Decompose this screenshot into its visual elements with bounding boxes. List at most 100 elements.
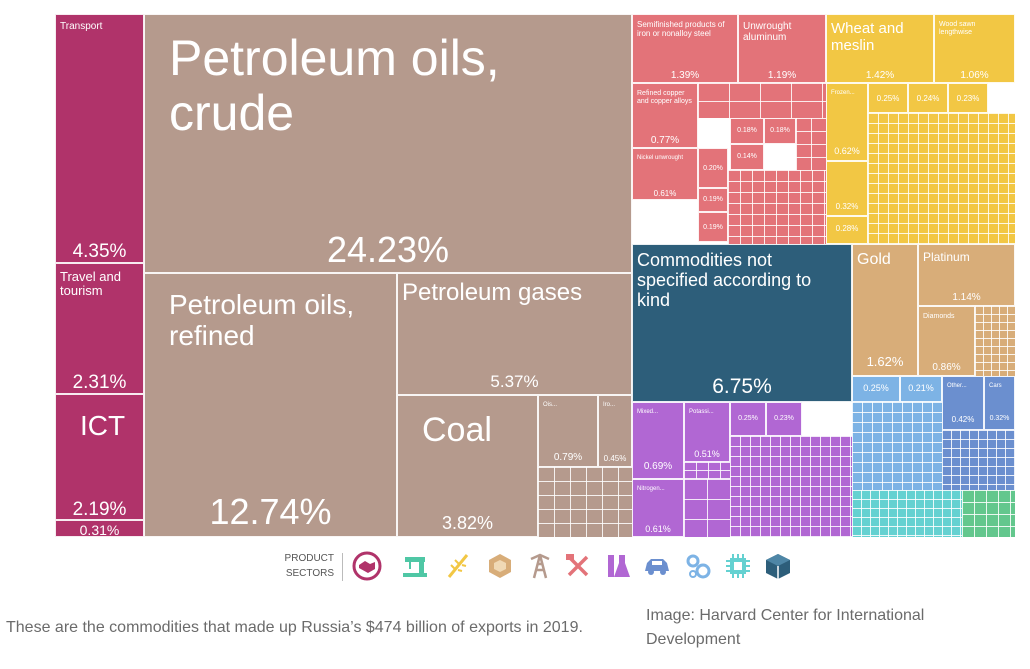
tile-value: 0.25%	[863, 383, 889, 393]
tile-value: 0.42%	[951, 415, 975, 424]
treemap-tile[interactable]: Iro... 0.45%	[598, 395, 632, 467]
stone-icon[interactable]	[485, 551, 515, 581]
tile-value: 0.24%	[916, 94, 940, 103]
treemap-tile[interactable]: Ois... 0.79%	[538, 395, 598, 467]
tile-label: Nickel unwrought	[637, 155, 684, 161]
legend-label-line1: PRODUCT	[284, 553, 334, 564]
treemap-tile[interactable]: 0.20%	[698, 148, 728, 188]
treemap-tile[interactable]: Potassi... 0.51%	[684, 402, 730, 462]
tile-value: 0.61%	[645, 524, 671, 534]
small-tiles-block	[684, 479, 730, 537]
other-icon[interactable]	[763, 551, 793, 581]
treemap-tile[interactable]: Diamonds 0.86%	[918, 306, 975, 376]
tile-label: Semifinished products of iron or nonallo…	[637, 20, 725, 38]
tile-value: 3.82%	[441, 513, 494, 533]
tile-label: Platinum	[923, 250, 970, 264]
tile-label: Mixed...	[637, 409, 659, 415]
tile-value: 0.79%	[553, 452, 583, 463]
tile-value: 0.62%	[834, 146, 860, 156]
treemap-tile[interactable]: Petroleum oils, crude 24.23%	[144, 14, 632, 273]
treemap-tile[interactable]: 0.25%	[868, 83, 908, 113]
tile-label: Coal	[422, 411, 492, 449]
legend-label-line2: SECTORS	[285, 568, 334, 579]
treemap-tile[interactable]: 0.23%	[766, 402, 802, 436]
textiles-icon[interactable]	[400, 551, 430, 581]
tile-value: 0.21%	[908, 383, 934, 393]
treemap-tile[interactable]: Mixed... 0.69%	[632, 402, 684, 479]
tile-label: Cars	[989, 383, 1002, 389]
tile-value: 0.77%	[650, 135, 680, 146]
treemap-tile[interactable]: 0.18%	[730, 118, 764, 144]
tile-value: 1.06%	[960, 70, 989, 81]
agriculture-icon[interactable]	[443, 551, 473, 581]
treemap-tile[interactable]: 0.32%	[826, 161, 868, 216]
small-tiles-block	[684, 462, 730, 479]
tile-value: 1.39%	[670, 70, 700, 81]
treemap-tile[interactable]: Platinum 1.14%	[918, 244, 1015, 306]
treemap-tile[interactable]: 0.28%	[826, 216, 868, 244]
tile-value: 0.51%	[694, 449, 720, 459]
legend-divider	[342, 553, 343, 581]
treemap-tile[interactable]: 0.24%	[908, 83, 948, 113]
treemap-tile[interactable]: Travel and tourism 2.31%	[55, 263, 144, 394]
treemap-tile[interactable]: Wheat and meslin 1.42%	[826, 14, 934, 83]
treemap-tile[interactable]: 0.23%	[948, 83, 988, 113]
tile-value: 0.23%	[774, 415, 794, 422]
treemap-tile[interactable]: Semifinished products of iron or nonallo…	[632, 14, 738, 83]
treemap-tile[interactable]: 0.18%	[764, 118, 796, 144]
treemap-tile[interactable]: Wood sawn lengthwise 1.06%	[934, 14, 1015, 83]
vehicles-icon[interactable]	[642, 551, 672, 581]
image-credit: Image: Harvard Center for International …	[646, 607, 925, 648]
tile-label: Petroleum oils, crude	[169, 30, 500, 141]
treemap-tile[interactable]: 0.25%	[852, 376, 900, 402]
tile-value: 6.75%	[712, 375, 772, 398]
treemap-tile[interactable]: 0.31%	[55, 520, 144, 537]
treemap-tile[interactable]: Nitrogen... 0.61%	[632, 479, 684, 537]
treemap-tile[interactable]: Refined copper and copper alloys 0.77%	[632, 83, 698, 148]
treemap-tile[interactable]: 0.19%	[698, 212, 728, 242]
tile-value: 4.35%	[72, 241, 127, 262]
treemap-tile[interactable]: Commodities not specified according to k…	[632, 244, 852, 402]
tile-value: 0.20%	[703, 165, 723, 172]
tile-value: 0.14%	[737, 153, 757, 160]
tile-label: Wood sawn lengthwise	[939, 21, 976, 36]
electronics-icon[interactable]	[723, 551, 753, 581]
small-tiles-block	[852, 402, 942, 490]
treemap-tile[interactable]: Other... 0.42%	[942, 376, 984, 430]
tile-value: 1.42%	[865, 70, 895, 81]
treemap-tile[interactable]: Frozen... 0.62%	[826, 83, 868, 161]
treemap-tile[interactable]: Cars 0.32%	[984, 376, 1015, 430]
treemap-tile[interactable]: 0.19%	[698, 188, 728, 212]
tile-label: Petroleum gases	[402, 279, 583, 306]
treemap-tile[interactable]: Coal 3.82%	[397, 395, 538, 537]
small-tiles-block	[698, 83, 828, 118]
tile-label: Iro...	[603, 402, 616, 408]
treemap-tile[interactable]: Transport 4.35%	[55, 14, 144, 263]
tile-label: Travel and tourism	[60, 269, 121, 299]
treemap-tile[interactable]: Unwrought aluminum 1.19%	[738, 14, 826, 83]
treemap-tile[interactable]: Petroleum oils, refined 12.74%	[144, 273, 397, 537]
tile-label: Refined copper and copper alloys	[637, 90, 692, 105]
machinery-icon[interactable]	[683, 551, 713, 581]
treemap-tile[interactable]: Gold 1.62%	[852, 244, 918, 376]
tile-value: 0.31%	[79, 522, 120, 537]
tile-value: 0.19%	[703, 196, 723, 203]
treemap-tile[interactable]: 0.25%	[730, 402, 766, 436]
treemap-chart: Transport 4.35% Travel and tourism 2.31% ICT…	[55, 14, 1015, 537]
tile-label: Potassi...	[689, 409, 714, 415]
treemap-tile[interactable]: 0.21%	[900, 376, 942, 402]
chemicals-icon[interactable]	[603, 551, 633, 581]
tile-value: 2.31%	[72, 372, 127, 393]
small-tiles-block	[962, 490, 1015, 537]
services-icon[interactable]	[352, 551, 382, 581]
treemap-tile[interactable]: 0.14%	[730, 144, 764, 170]
treemap-tile[interactable]: Nickel unwrought 0.61%	[632, 148, 698, 200]
treemap-tile[interactable]: Petroleum gases 5.37%	[397, 273, 632, 395]
treemap-tile[interactable]: ICT 2.19%	[55, 394, 144, 520]
tile-label: Other...	[947, 383, 967, 389]
tile-label: Unwrought aluminum	[743, 21, 792, 43]
metals-icon[interactable]	[563, 551, 593, 581]
minerals-icon[interactable]	[525, 551, 555, 581]
tile-label: Diamonds	[923, 313, 955, 320]
tile-value: 0.25%	[738, 415, 758, 422]
